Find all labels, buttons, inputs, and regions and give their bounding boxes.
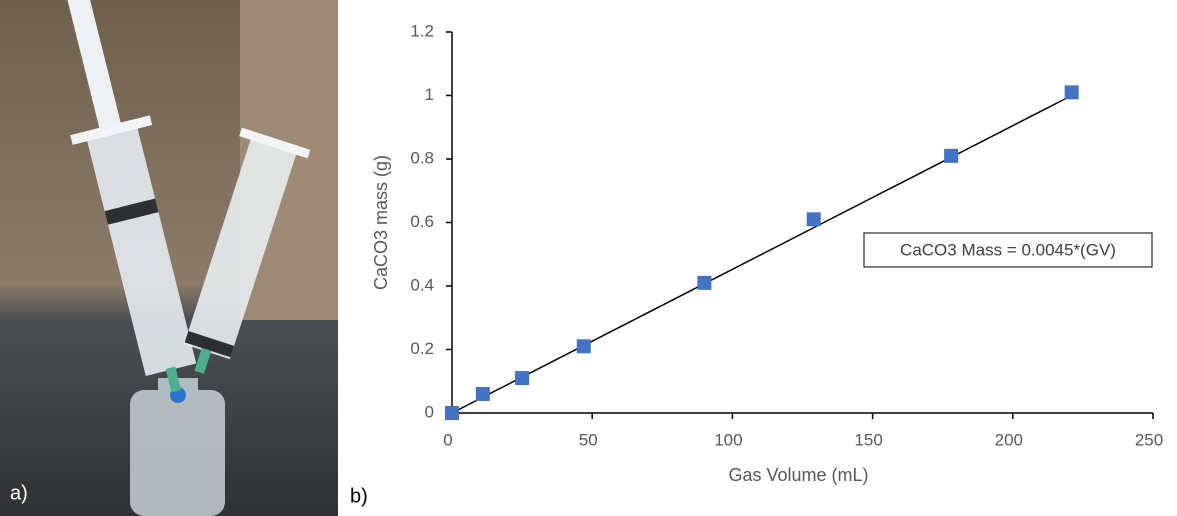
x-tick-label: 100 <box>714 430 742 449</box>
data-point <box>944 148 959 163</box>
data-point <box>1064 85 1079 100</box>
y-tick-label: 0.8 <box>410 148 434 167</box>
annotation-box <box>863 232 1153 268</box>
x-tick-label: 150 <box>854 430 882 449</box>
y-tick-label: 1.2 <box>410 21 434 40</box>
photo <box>0 0 338 516</box>
panel-label: b) <box>350 485 368 507</box>
x-tick-label: 0 <box>443 430 452 449</box>
y-tick-label: 0.6 <box>410 212 434 231</box>
x-axis-title: Gas Volume (mL) <box>728 465 868 485</box>
x-tick-label: 250 <box>1135 430 1163 449</box>
data-point <box>806 212 821 227</box>
annotation: CaCO3 Mass = 0.0045*(GV) <box>900 240 1116 259</box>
data-point <box>697 275 712 290</box>
y-tick-label: 1 <box>425 85 434 104</box>
y-tick-label: 0 <box>425 402 434 421</box>
panel-label: a) <box>10 482 28 504</box>
trendline <box>451 94 1073 414</box>
y-axis-title: CaCO3 mass (g) <box>371 155 391 290</box>
x-tick-label: 50 <box>579 430 598 449</box>
data-point <box>515 371 530 386</box>
data-point <box>576 339 591 354</box>
data-point <box>445 406 459 420</box>
data-point <box>475 386 490 401</box>
y-tick-label: 0.4 <box>410 275 434 294</box>
y-tick-label: 0.2 <box>410 339 434 358</box>
x-tick-label: 200 <box>995 430 1023 449</box>
